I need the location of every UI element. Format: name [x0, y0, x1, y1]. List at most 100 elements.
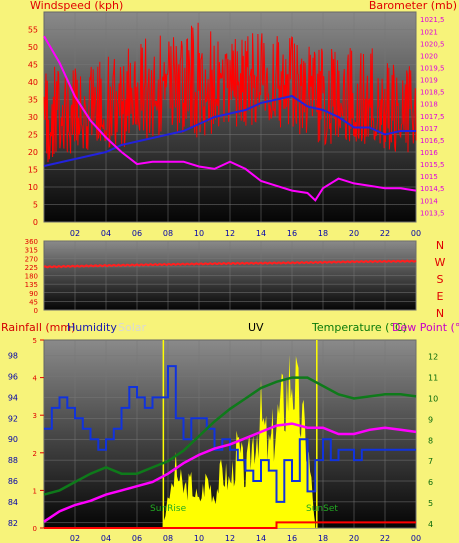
- barometer-tick-label: 1014,5: [420, 185, 445, 193]
- humidity-tick-label: 86: [8, 477, 18, 486]
- barometer-line: [43, 35, 417, 202]
- windspeed-tick-label: 15: [28, 166, 38, 175]
- windspeed-tick-label: 35: [28, 96, 38, 105]
- uv-label: UV: [248, 321, 264, 334]
- barometer-tick-label: 1014: [420, 197, 438, 205]
- barometer-tick-label: 1018: [420, 101, 438, 109]
- time-tick-label: 18: [318, 229, 328, 238]
- compass-letter: N: [436, 307, 444, 320]
- barometer-axis-ticks: 1013,5 1014 1014,5 1015 1015,5 1016 1016,5 1017…: [420, 16, 445, 217]
- barometer-tick-label: 1016: [420, 149, 438, 157]
- temperature-tick-label: 6: [428, 478, 433, 487]
- uv-tick-label: 2: [33, 450, 37, 458]
- climate-series: [43, 340, 417, 529]
- temperature-tick-label: 9: [428, 415, 433, 424]
- temperature-label: Temperature (°C): [311, 321, 407, 334]
- time-tick-label: 16: [287, 229, 297, 238]
- time-tick-label: 08: [163, 534, 173, 543]
- barometer-tick-label: 1017,5: [420, 113, 445, 121]
- time-tick-label: 22: [380, 534, 390, 543]
- windspeed-tick-label: 40: [28, 78, 38, 87]
- humidity-tick-label: 98: [8, 352, 18, 361]
- time-tick-label: 12: [225, 229, 235, 238]
- windspeed-tick-label: 5: [33, 201, 38, 210]
- time-tick-label: 20: [349, 229, 359, 238]
- wind-series: [43, 22, 417, 202]
- windspeed-tick-label: 55: [28, 26, 38, 35]
- humidity-tick-label: 84: [8, 498, 18, 507]
- compass-letter: N: [436, 239, 444, 252]
- humidity-tick-label: 82: [8, 519, 18, 528]
- wind-average-line: [43, 94, 416, 167]
- temperature-tick-label: 10: [428, 394, 438, 403]
- temperature-tick-label: 8: [428, 436, 433, 445]
- compass-letter: S: [437, 273, 444, 286]
- direction-tick-label: 0: [34, 307, 38, 315]
- direction-tick-label: 180: [25, 273, 38, 281]
- direction-tick-label: 360: [25, 238, 38, 246]
- time-tick-label: 06: [132, 229, 142, 238]
- dewpoint-label: Dew Point (°C): [392, 321, 459, 334]
- humidity-tick-label: 96: [8, 373, 18, 382]
- compass-letter: W: [435, 256, 446, 269]
- rainfall-line: [44, 521, 416, 529]
- wind-time-ticks: 02 04 06 08 10 12 14 16 18 20 22 00: [70, 229, 421, 238]
- humidity-tick-label: 92: [8, 414, 18, 423]
- dewpoint-line: [43, 422, 417, 523]
- uv-tick-label: 0: [33, 525, 37, 533]
- climate-time-ticks: 02 04 06 08 10 12 14 16 18 20 22 00: [70, 534, 421, 543]
- sunset-label: SunSet: [306, 504, 338, 514]
- sunrise-label: SunRise: [150, 504, 187, 514]
- time-tick-label: 04: [101, 229, 111, 238]
- windspeed-tick-label: 45: [28, 61, 38, 70]
- windspeed-axis-label: Windspeed (kph): [30, 0, 123, 12]
- windspeed-tick-label: 30: [28, 113, 38, 122]
- barometer-tick-label: 1013,5: [420, 209, 445, 217]
- wind-direction-line: [43, 259, 417, 269]
- time-tick-label: 18: [318, 534, 328, 543]
- time-tick-label: 16: [287, 534, 297, 543]
- windspeed-tick-label: 10: [28, 183, 38, 192]
- barometer-tick-label: 1015,5: [420, 161, 445, 169]
- windspeed-axis-ticks: 0 5 10 15 20 25 30 35 40 45 50 55: [28, 26, 38, 228]
- uv-tick-label: 1: [33, 487, 37, 495]
- humidity-line: [44, 365, 416, 503]
- time-tick-label: 06: [132, 534, 142, 543]
- temperature-line: [43, 376, 417, 496]
- uv-tick-label: 4: [33, 375, 38, 383]
- time-tick-label: 04: [101, 534, 111, 543]
- windspeed-tick-label: 20: [28, 148, 38, 157]
- humidity-tick-label: 94: [8, 393, 18, 402]
- temperature-tick-label: 11: [428, 374, 438, 383]
- windspeed-tick-label: 50: [28, 43, 38, 52]
- direction-tick-label: 270: [25, 255, 38, 263]
- direction-tick-label: 135: [25, 281, 38, 289]
- rainfall-label: Rainfall (mm): [1, 321, 75, 334]
- solar-label: Solar: [118, 321, 147, 334]
- temperature-axis-ticks: 4 5 6 7 8 9 10 11 12: [428, 353, 438, 529]
- temperature-tick-label: 7: [428, 457, 433, 466]
- uv-tick-label: 5: [33, 337, 37, 345]
- time-tick-label: 20: [349, 534, 359, 543]
- time-tick-label: 22: [380, 229, 390, 238]
- windspeed-tick-label: 25: [28, 131, 38, 140]
- barometer-tick-label: 1016,5: [420, 137, 445, 145]
- direction-tick-label: 90: [29, 290, 38, 298]
- time-tick-label: 00: [411, 534, 421, 543]
- uv-tick-label: 3: [33, 412, 37, 420]
- humidity-label: Humidity: [67, 321, 117, 334]
- time-tick-label: 14: [256, 534, 266, 543]
- barometer-tick-label: 1019: [420, 77, 438, 85]
- humidity-axis-ticks: 82 84 86 88 90 92 94 96 98: [8, 352, 18, 528]
- barometer-tick-label: 1021: [420, 28, 438, 36]
- uv-axis-ticks: 0 1 2 3 4 5: [33, 337, 44, 533]
- barometer-tick-label: 1021,5: [420, 16, 445, 24]
- direction-tick-label: 225: [25, 264, 38, 272]
- temperature-tick-label: 5: [428, 499, 433, 508]
- barometer-tick-label: 1019,5: [420, 65, 445, 73]
- barometer-tick-label: 1020,5: [420, 40, 445, 48]
